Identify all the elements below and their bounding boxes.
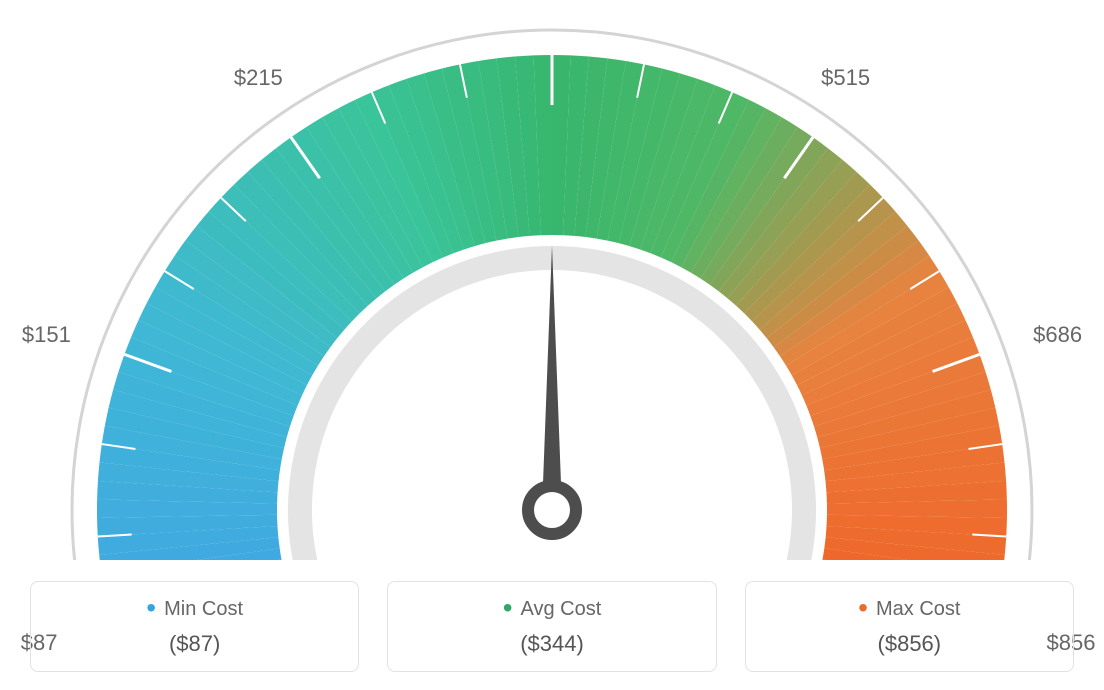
legend-avg-label: Avg Cost xyxy=(398,598,705,621)
legend-card-max: Max Cost ($856) xyxy=(745,581,1074,672)
cost-gauge-widget: $87$151$215$344$515$686$856 Min Cost ($8… xyxy=(0,0,1104,690)
legend-min-label: Min Cost xyxy=(41,598,348,621)
gauge-scale-label: $686 xyxy=(1033,322,1082,348)
legend-row: Min Cost ($87) Avg Cost ($344) Max Cost … xyxy=(30,581,1074,672)
legend-max-label: Max Cost xyxy=(756,598,1063,621)
gauge-scale-label: $151 xyxy=(22,322,71,348)
gauge-scale-label: $515 xyxy=(821,65,870,91)
legend-min-value: ($87) xyxy=(41,631,348,657)
legend-card-avg: Avg Cost ($344) xyxy=(387,581,716,672)
gauge-chart: $87$151$215$344$515$686$856 xyxy=(0,0,1104,560)
legend-max-value: ($856) xyxy=(756,631,1063,657)
legend-avg-value: ($344) xyxy=(398,631,705,657)
legend-card-min: Min Cost ($87) xyxy=(30,581,359,672)
gauge-scale-label: $215 xyxy=(234,65,283,91)
